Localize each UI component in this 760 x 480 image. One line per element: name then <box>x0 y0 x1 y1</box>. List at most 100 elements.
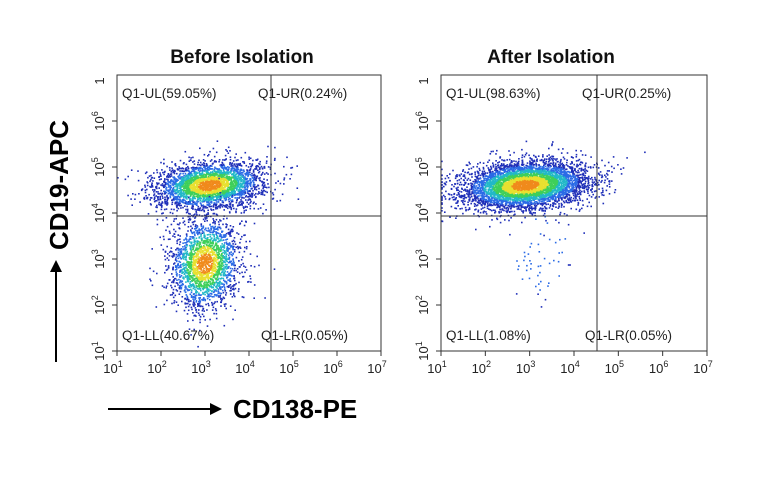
event-dot <box>198 244 200 247</box>
event-dot <box>250 281 252 283</box>
event-dot <box>174 198 176 201</box>
event-dot <box>223 244 226 246</box>
event-dot <box>193 237 195 240</box>
event-dot <box>233 177 236 180</box>
event-dot <box>215 261 218 264</box>
event-dot <box>219 286 222 288</box>
event-dot <box>195 191 197 193</box>
event-dot <box>165 229 167 232</box>
event-dot <box>239 183 241 186</box>
event-dot <box>207 290 210 293</box>
event-dot <box>214 202 216 204</box>
event-dot <box>211 309 214 311</box>
event-dot <box>117 177 119 179</box>
event-dot <box>227 261 230 264</box>
event-dot <box>199 245 201 248</box>
event-dot <box>159 174 162 176</box>
event-dot <box>181 263 184 265</box>
event-dot <box>174 192 176 195</box>
event-dot <box>203 232 205 235</box>
event-dot <box>220 292 223 295</box>
event-dot <box>202 183 205 185</box>
event-dot <box>172 193 174 196</box>
event-dot <box>231 164 233 166</box>
event-dot <box>216 252 218 254</box>
event-dot <box>222 291 225 294</box>
event-dot <box>222 168 225 171</box>
event-dot <box>212 177 215 179</box>
event-dot <box>212 209 215 211</box>
event-dot <box>164 202 166 204</box>
event-dot <box>228 200 230 203</box>
event-dot <box>169 238 171 240</box>
event-dot <box>174 259 177 261</box>
event-dot <box>214 171 217 173</box>
event-dot <box>213 270 215 272</box>
event-dot <box>252 184 255 186</box>
event-dot <box>184 205 186 207</box>
event-dot <box>225 274 227 277</box>
event-dot <box>173 300 176 302</box>
event-dot <box>229 183 231 186</box>
event-dot <box>202 258 205 260</box>
event-dot <box>218 253 220 256</box>
event-dot <box>160 161 162 164</box>
event-dot <box>230 163 233 165</box>
event-dot <box>200 305 202 307</box>
event-dot <box>156 169 158 171</box>
event-dot <box>229 150 231 152</box>
event-dot <box>208 203 210 205</box>
event-dot <box>191 308 193 311</box>
event-dot <box>214 274 216 277</box>
event-dot <box>179 192 182 194</box>
event-dot <box>172 276 174 278</box>
event-dot <box>202 175 205 178</box>
event-dot <box>194 263 197 265</box>
event-dot <box>164 258 167 261</box>
event-dot <box>165 287 167 289</box>
event-dot <box>259 163 261 166</box>
event-dot <box>177 304 179 306</box>
event-dot <box>170 173 173 175</box>
event-dot <box>176 240 178 242</box>
event-dot <box>227 196 230 199</box>
event-dot <box>171 302 173 305</box>
event-dot <box>204 167 206 169</box>
event-dot <box>239 192 241 194</box>
event-dot <box>172 181 175 184</box>
event-dot <box>230 207 233 209</box>
event-dot <box>164 255 166 257</box>
event-dot <box>227 257 229 260</box>
event-dot <box>222 200 224 202</box>
event-dot <box>201 192 204 195</box>
event-dot <box>182 182 185 185</box>
event-dot <box>183 176 185 179</box>
event-dot <box>223 196 226 198</box>
event-dot <box>206 219 208 222</box>
event-dot <box>168 251 171 254</box>
event-dot <box>253 284 256 286</box>
event-dot <box>210 205 213 208</box>
event-dot <box>191 244 193 247</box>
event-dot <box>211 175 214 177</box>
event-dot <box>211 251 213 254</box>
event-dot <box>170 193 172 195</box>
event-dot <box>185 237 187 239</box>
event-dot <box>179 256 182 259</box>
event-dot <box>192 231 195 234</box>
event-dot <box>204 160 206 162</box>
event-dot <box>171 192 174 195</box>
event-dot <box>215 206 218 208</box>
event-dot <box>251 172 253 175</box>
event-dot <box>176 206 178 209</box>
event-dot <box>216 300 218 303</box>
event-dot <box>203 194 205 197</box>
event-dot <box>203 261 205 264</box>
event-dot <box>196 171 198 174</box>
event-dot <box>202 206 204 209</box>
event-dot <box>180 248 182 250</box>
event-dot <box>185 195 187 198</box>
event-dot <box>203 253 206 256</box>
event-dot <box>186 195 189 198</box>
event-dot <box>173 253 176 256</box>
